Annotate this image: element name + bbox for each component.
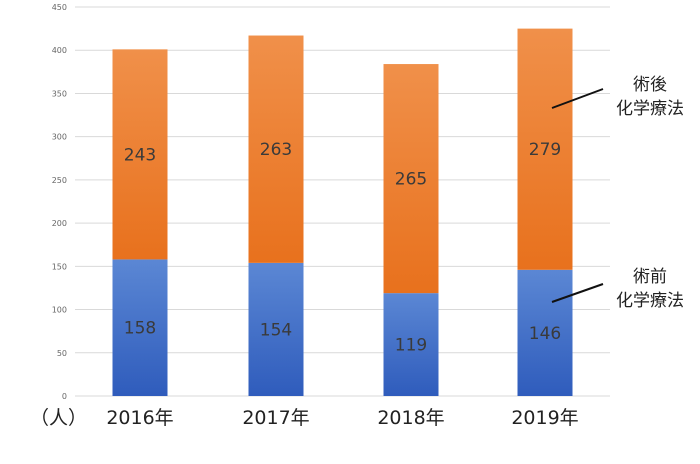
y-unit-label: （人） — [30, 407, 87, 429]
y-tick-label: 50 — [57, 349, 67, 358]
legend-label: 化学療法 — [616, 291, 684, 311]
y-tick-label: 250 — [52, 176, 67, 185]
legend-label: 術後 — [633, 75, 667, 95]
bar-segment — [248, 262, 304, 396]
bar-segment — [112, 259, 168, 396]
bar-segment — [112, 49, 168, 260]
y-tick-label: 450 — [52, 3, 67, 12]
y-tick-label: 100 — [52, 306, 67, 315]
legend-leader-line — [551, 283, 604, 303]
data-label: 243 — [124, 145, 156, 165]
data-label: 146 — [529, 324, 561, 344]
legend-label: 化学療法 — [616, 99, 684, 119]
category-label: 2017年 — [242, 407, 309, 429]
data-labels: 158 243 154 263 119 265 146 279 — [124, 140, 561, 355]
bar-segment — [248, 35, 304, 263]
data-label: 265 — [395, 170, 427, 190]
data-label: 119 — [395, 336, 427, 356]
y-tick-label: 150 — [52, 262, 67, 271]
y-tick-label: 200 — [52, 219, 67, 228]
data-label: 279 — [529, 140, 561, 160]
category-label: 2016年 — [106, 407, 173, 429]
y-tick-label: 300 — [52, 133, 67, 142]
bar-segment — [517, 269, 573, 396]
y-tick-label: 400 — [52, 46, 67, 55]
y-tick-label: 0 — [62, 392, 67, 401]
category-label: 2018年 — [377, 407, 444, 429]
y-axis-ticks: 0 50 100 150 200 250 300 350 400 450 — [52, 3, 67, 401]
bars — [112, 28, 573, 396]
y-tick-label: 350 — [52, 89, 67, 98]
category-label: 2019年 — [511, 407, 578, 429]
data-label: 154 — [260, 320, 292, 340]
data-label: 158 — [124, 319, 156, 339]
data-label: 263 — [260, 140, 292, 160]
x-axis-categories: 2016年 2017年 2018年 2019年 — [106, 407, 578, 429]
bar-segment — [383, 64, 439, 294]
bar-segment — [517, 28, 573, 270]
legend-label: 術前 — [633, 267, 667, 287]
bar-segment — [383, 293, 439, 396]
legend-leader-line — [551, 88, 604, 109]
